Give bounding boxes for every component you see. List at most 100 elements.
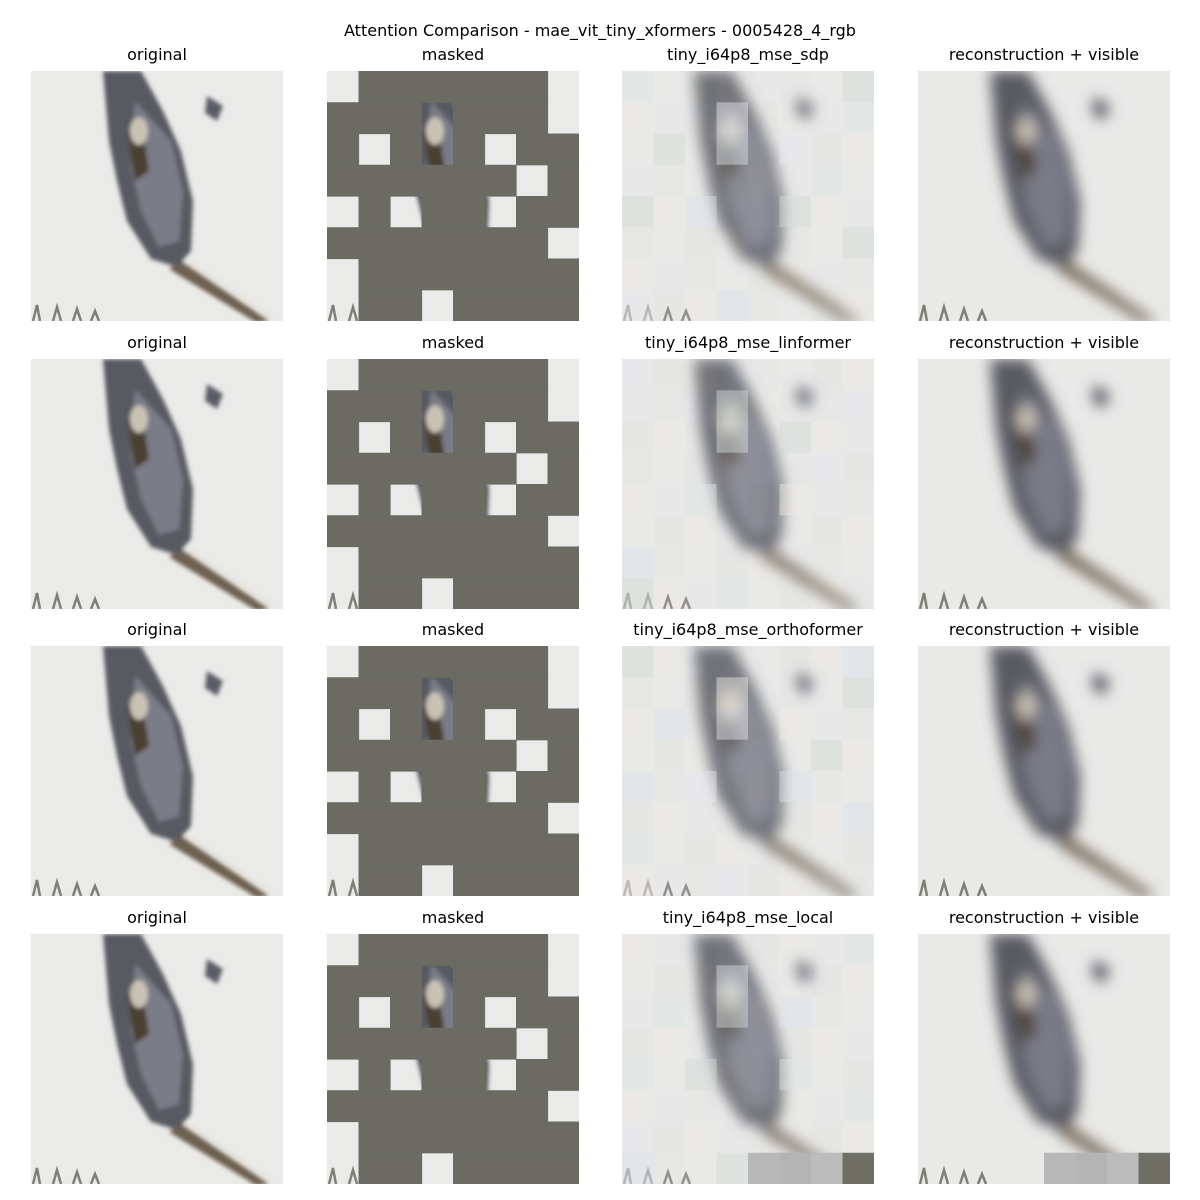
recon-patch xyxy=(842,71,874,103)
reconstruction-visible-title: reconstruction + visible xyxy=(948,620,1140,639)
mask-patch xyxy=(358,802,391,835)
recon-patch xyxy=(811,934,843,966)
mask-patch xyxy=(547,421,579,454)
recon-patch xyxy=(779,515,811,547)
recon-patch xyxy=(842,1059,874,1091)
recon-patch xyxy=(653,1090,685,1122)
recon-patch xyxy=(716,739,748,771)
mask-patch xyxy=(358,1059,391,1091)
mask-patch xyxy=(484,452,517,485)
mask-patch xyxy=(547,196,579,228)
masked-title: masked xyxy=(421,620,485,639)
mask-patch xyxy=(358,677,391,710)
mask-patch xyxy=(421,164,454,197)
mask-patch xyxy=(484,164,517,197)
recon-patch xyxy=(779,546,811,578)
mask-patch xyxy=(484,102,517,135)
mask-patch xyxy=(484,1090,517,1123)
recon-patch xyxy=(622,484,654,516)
recon-patch xyxy=(748,965,780,997)
recon-patch xyxy=(716,196,748,228)
mask-patch xyxy=(484,359,517,391)
recon-patch xyxy=(779,1121,811,1153)
mask-patch xyxy=(421,359,454,391)
masked-image xyxy=(327,646,579,896)
mask-patch xyxy=(358,258,391,291)
mask-patch xyxy=(484,258,517,291)
recon-patch xyxy=(716,133,748,165)
recon-patch xyxy=(685,227,717,259)
recon-patch xyxy=(622,864,654,896)
recon-patch xyxy=(779,771,811,803)
recon-patch xyxy=(779,802,811,834)
recon-patch xyxy=(685,1090,717,1122)
recon-patch xyxy=(842,1027,874,1059)
mask-patch xyxy=(358,71,391,103)
mask-patch xyxy=(453,646,486,678)
recon-patch xyxy=(748,934,780,966)
mask-patch xyxy=(421,739,454,772)
recon-patch xyxy=(622,996,654,1028)
recon-patch xyxy=(685,1027,717,1059)
recon-patch xyxy=(653,934,685,966)
recon-patch xyxy=(653,1059,685,1091)
mask-patch xyxy=(516,802,549,835)
recon-patch xyxy=(748,390,780,422)
recon-patch xyxy=(842,196,874,228)
recon-patch xyxy=(842,1090,874,1122)
mask-patch xyxy=(516,133,549,166)
recon-patch xyxy=(653,390,685,422)
recon-patch xyxy=(653,515,685,547)
recon-patch xyxy=(653,1027,685,1059)
recon-patch xyxy=(842,1152,874,1184)
recon-patch xyxy=(685,390,717,422)
recon-patch xyxy=(653,359,685,391)
mask-patch xyxy=(390,1027,423,1060)
recon-patch xyxy=(716,646,748,678)
recon-patch xyxy=(1075,1152,1108,1184)
recon-patch xyxy=(716,802,748,834)
model-title: tiny_i64p8_mse_linformer xyxy=(645,333,851,352)
mask-patch xyxy=(390,577,423,609)
recon-patch xyxy=(811,484,843,516)
mask-patch xyxy=(547,833,579,866)
mask-patch xyxy=(516,833,549,866)
recon-patch xyxy=(622,289,654,321)
recon-patch xyxy=(748,708,780,740)
recon-patch xyxy=(811,646,843,678)
mask-patch xyxy=(327,1027,360,1060)
mask-patch xyxy=(327,1090,360,1123)
masked-title: masked xyxy=(421,45,485,64)
recon-patch xyxy=(622,102,654,134)
mask-patch xyxy=(390,390,423,423)
mask-patch xyxy=(453,546,486,579)
recon-patch xyxy=(842,452,874,484)
mask-patch xyxy=(358,164,391,197)
mask-patch xyxy=(327,164,360,197)
recon-patch xyxy=(748,802,780,834)
mask-patch xyxy=(453,577,486,609)
mask-patch xyxy=(421,771,454,803)
mask-patch xyxy=(358,546,391,579)
recon-patch xyxy=(716,934,748,966)
mask-patch xyxy=(453,227,486,260)
mask-patch xyxy=(547,1121,579,1154)
recon-patch xyxy=(842,390,874,422)
mask-patch xyxy=(358,1090,391,1123)
recon-patch xyxy=(748,1059,780,1091)
mask-patch xyxy=(516,71,549,103)
mask-patch xyxy=(421,71,454,103)
mask-patch xyxy=(484,71,517,103)
mask-patch xyxy=(516,864,549,896)
mask-patch xyxy=(390,258,423,291)
recon-patch xyxy=(779,965,811,997)
mask-patch xyxy=(421,1027,454,1060)
recon-patch xyxy=(716,102,748,134)
recon-patch xyxy=(779,739,811,771)
recon-patch xyxy=(622,934,654,966)
recon-patch xyxy=(811,289,843,321)
recon-patch xyxy=(685,546,717,578)
recon-patch xyxy=(748,677,780,709)
mask-patch xyxy=(327,421,360,454)
mask-patch xyxy=(390,864,423,896)
